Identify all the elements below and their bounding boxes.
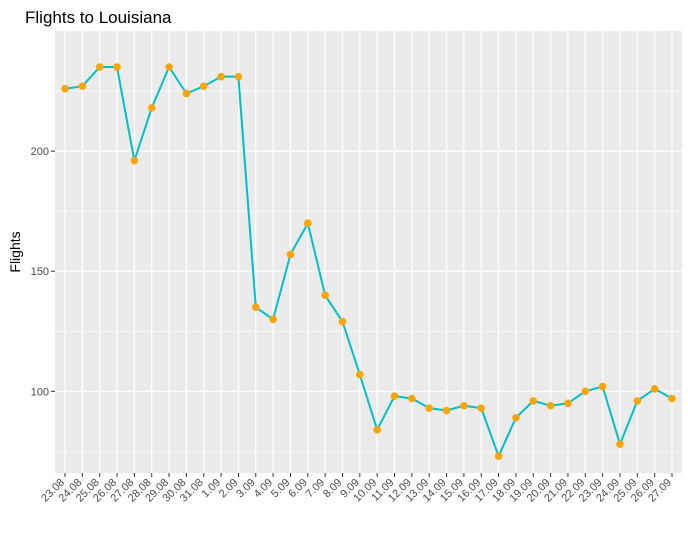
series-layer (61, 63, 676, 460)
data-point (373, 425, 381, 434)
data-point (512, 413, 520, 422)
data-point (61, 84, 69, 93)
data-point (269, 315, 277, 324)
data-point (251, 303, 260, 312)
data-point (494, 452, 503, 460)
data-point (234, 72, 243, 81)
data-point (182, 89, 191, 98)
data-point (78, 82, 87, 91)
data-point (338, 317, 347, 326)
y-axis: 100 150 200 (31, 146, 55, 398)
y-tick-label: 200 (31, 146, 49, 158)
data-point (390, 392, 399, 400)
data-point (616, 440, 624, 448)
plot-panel (55, 31, 682, 473)
data-point (130, 156, 139, 165)
data-point (425, 404, 434, 412)
data-point (564, 399, 572, 408)
y-tick-label: 100 (31, 386, 49, 398)
data-point (199, 82, 208, 91)
y-tick-label: 150 (31, 266, 49, 278)
chart-title: Flights to Louisiana (25, 8, 172, 27)
data-point (147, 104, 156, 112)
data-point (442, 406, 451, 415)
grid-major (55, 31, 682, 473)
data-point (581, 387, 590, 396)
data-point (650, 385, 659, 393)
data-point (598, 382, 607, 391)
data-point (217, 72, 225, 81)
x-axis: 23.0824.0825.0826.0827.0828.0829.0830.08… (39, 473, 674, 505)
data-point (408, 394, 416, 403)
data-point (356, 370, 364, 379)
data-point (95, 63, 104, 71)
data-point (668, 394, 676, 403)
data-point (286, 250, 295, 259)
data-point (113, 63, 121, 71)
y-axis-title: Flights (7, 231, 23, 272)
data-point (633, 397, 642, 405)
data-point (546, 401, 555, 410)
data-point (321, 291, 329, 300)
data-point (477, 404, 486, 412)
data-point (304, 219, 312, 227)
data-point (165, 63, 173, 71)
data-point (529, 397, 538, 405)
data-point (460, 401, 468, 410)
